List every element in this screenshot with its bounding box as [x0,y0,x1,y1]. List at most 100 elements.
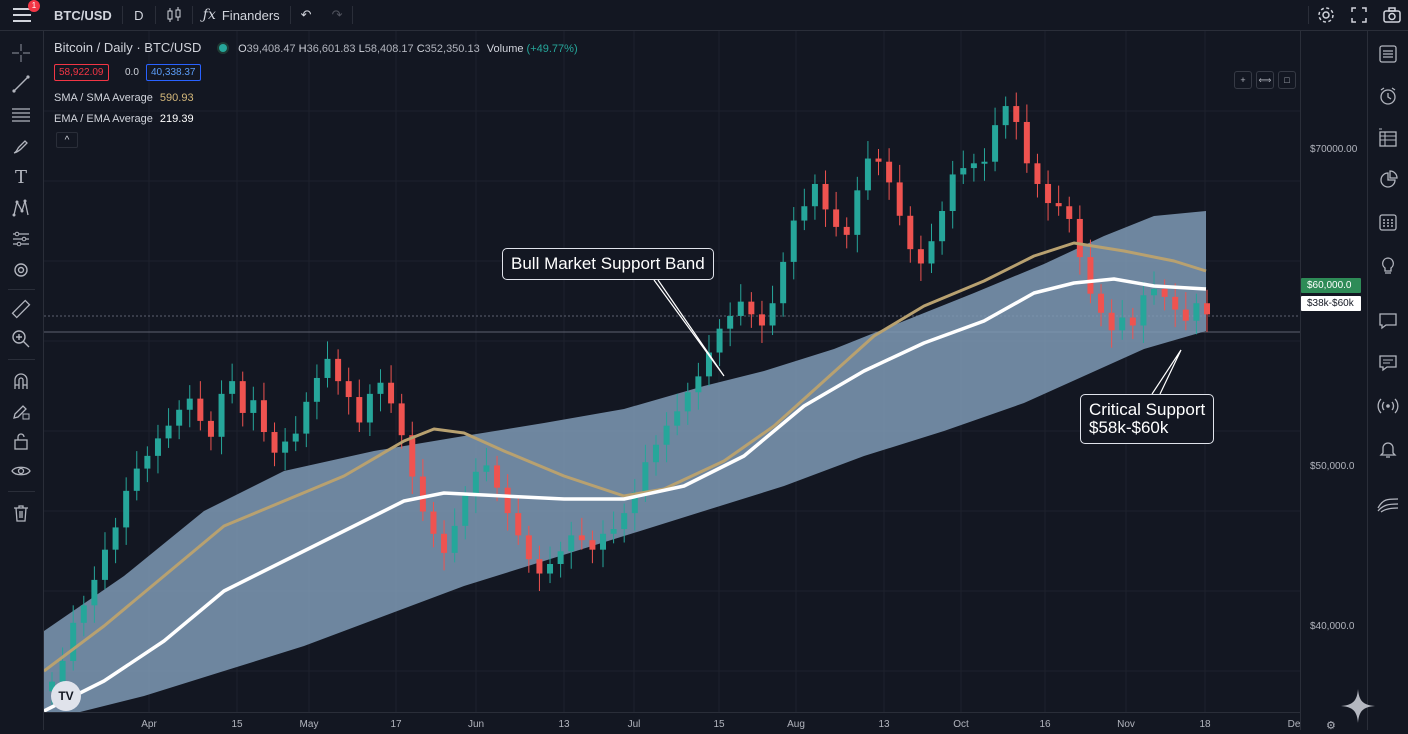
timezone-settings-button[interactable]: ⚙ [1326,716,1338,732]
remove-drawings-tool[interactable] [7,501,35,525]
settings-button[interactable] [1309,0,1342,30]
time-label: May [299,719,319,730]
function-icon: ƒx [202,7,216,23]
time-label: Jul [627,719,641,730]
text-icon: T [14,166,27,188]
chats-button[interactable] [1374,307,1402,335]
chart-link-button[interactable]: ⟺ [1256,71,1274,89]
candle-body [1087,257,1094,294]
critical-support-callout[interactable]: Critical Support $58k-$60k [1080,394,1215,444]
candle-body [239,381,246,413]
candle-body [886,161,893,183]
crosshair-tool[interactable] [7,41,35,65]
candle-body [1193,303,1200,321]
sma-legend-row[interactable]: SMA / SMA Average 590.93 [54,92,194,104]
bull-band-callout[interactable]: Bull Market Support Band [502,248,714,280]
candle-body [1172,296,1179,310]
target-icon [14,263,28,277]
main-menu-button[interactable]: 1 [0,0,44,30]
messages-button[interactable] [1374,349,1402,377]
hide-drawings-tool[interactable] [7,459,35,483]
candle-body [451,525,458,553]
signals-button[interactable] [1374,490,1402,518]
bull-band-pointer [653,279,725,377]
chart-pane[interactable]: TV + ⟺ □ [44,31,1300,712]
ruler-tool[interactable] [7,297,35,321]
price-tick: $40,000.0 [1310,621,1355,632]
candle-body [430,511,437,534]
support-band [44,211,1206,712]
fib-tool[interactable] [7,103,35,127]
watchlist-button[interactable] [1374,40,1402,68]
candle-body [801,206,808,221]
candle-body [907,215,914,250]
candle-body [345,381,352,398]
zoom-in-icon [12,330,30,348]
candle-body [949,174,956,212]
indicators-button[interactable]: ƒx Finanders [193,0,290,30]
candle-body [218,393,225,437]
tradingview-logo[interactable]: TV [51,681,81,711]
time-axis[interactable]: Apr 15 May 17 Jun 13 Jul 15 Aug 13 Oct 1… [44,712,1300,731]
open-label: O [238,43,247,55]
target-tool[interactable] [7,258,35,282]
ideas-button[interactable] [1374,252,1402,280]
price-chart[interactable] [44,31,1300,712]
candle-body [960,168,967,175]
hotlists-button[interactable] [1374,166,1402,194]
chart-type-button[interactable] [156,0,192,30]
candle-body [578,535,585,541]
current-price-label: $60,000.0 [1301,278,1361,293]
candle-body [324,358,331,378]
fullscreen-button[interactable] [1342,0,1375,30]
candle-body [260,400,267,433]
symbol-search-button[interactable]: BTC/USD [44,0,122,30]
calendar-button[interactable] [1374,208,1402,236]
fib-retracement-icon [12,108,30,122]
chart-maximize-button[interactable]: □ [1278,71,1296,89]
legend-collapse-button[interactable]: ^ [56,132,78,148]
stay-in-drawing-tool[interactable] [7,399,35,423]
bid-price-box[interactable]: 58,922.09 [54,64,109,81]
undo-button[interactable]: ↶ [291,0,322,30]
lock-icon [14,433,28,450]
notifications-button[interactable] [1374,435,1402,463]
zoom-tool[interactable] [7,327,35,351]
candle-body [822,183,829,210]
candle-body [1161,288,1168,297]
volume-change: (+49.77%) [526,43,578,55]
trend-line-tool[interactable] [7,72,35,96]
top-toolbar: 1 BTC/USD D ƒx Finanders ↶ ↷ [0,0,1408,31]
redo-button[interactable]: ↷ [322,0,353,30]
ema-legend-row[interactable]: EMA / EMA Average 219.39 [54,113,194,125]
interval-button[interactable]: D [123,0,155,30]
candle-body [758,314,765,326]
pattern-tool[interactable] [7,196,35,220]
alerts-button[interactable] [1374,82,1402,110]
text-tool[interactable]: T [7,165,35,189]
candle-body [737,301,744,316]
lock-drawings-tool[interactable] [7,429,35,453]
bull-market-support-band [44,211,1206,712]
streams-button[interactable] [1374,392,1402,420]
candle-body [589,540,596,550]
right-sidebar [1367,31,1408,730]
measure-tool[interactable] [7,227,35,251]
data-window-button[interactable] [1374,124,1402,152]
candle-body [398,403,405,436]
interval-label: D [134,7,144,23]
candle-body [621,513,628,530]
candle-body [1204,303,1210,315]
snapshot-button[interactable] [1375,0,1408,30]
candle-body [409,435,416,477]
chart-add-button[interactable]: + [1234,71,1252,89]
magnet-tool[interactable] [7,369,35,393]
brush-tool[interactable] [7,134,35,158]
divider [191,6,193,24]
watchlist-icon [1379,45,1397,63]
chart-title[interactable]: Bitcoin / Daily · BTC/USD [54,40,202,55]
ask-price-box[interactable]: 40,338.37 [146,64,201,81]
magnet-icon [14,373,28,389]
price-axis[interactable]: $70000.00 $50,000.0 $40,000.0 [1300,31,1368,730]
candle-body [101,549,108,580]
